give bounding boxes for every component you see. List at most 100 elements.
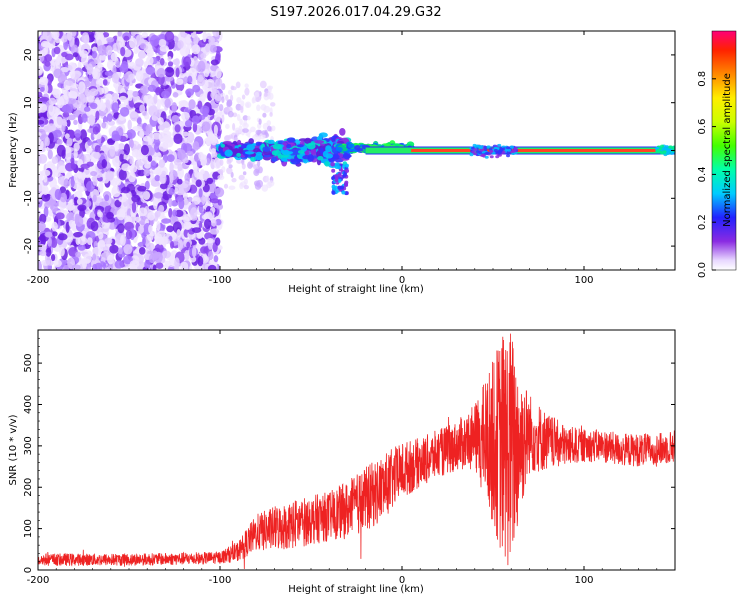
spectrogram-noise-blob bbox=[177, 163, 183, 172]
spectrogram-noise-blob bbox=[213, 157, 222, 169]
spectrogram-noise-blob bbox=[185, 88, 195, 97]
spectrogram-noise-blob bbox=[259, 80, 267, 89]
spectrogram-noise-blob bbox=[155, 169, 162, 177]
spectrogram-noise-blob bbox=[61, 118, 67, 126]
spectrogram-noise-blob bbox=[223, 183, 229, 189]
spectrogram-noise-blob bbox=[43, 174, 48, 183]
spectrogram-noise-blob bbox=[177, 239, 184, 251]
spectrogram-noise-blob bbox=[196, 160, 201, 167]
spectrogram-carrier-blob bbox=[339, 128, 346, 136]
spectrogram-noise-blob bbox=[84, 88, 92, 97]
spectrogram-noise-blob bbox=[167, 56, 172, 62]
spectrogram-noise-blob bbox=[51, 31, 60, 40]
spectrogram-carrier-blob bbox=[343, 172, 348, 177]
snr-y-tick-label: 0 bbox=[23, 567, 34, 573]
spectrogram-carrier-blob bbox=[325, 153, 334, 159]
spectrogram-noise-blob bbox=[158, 142, 169, 152]
spectrogram-carrier-blob bbox=[501, 150, 506, 154]
spectrogram-noise-blob bbox=[210, 59, 219, 66]
spectrogram-noise-blob bbox=[38, 51, 45, 57]
spectrogram-noise-blob bbox=[62, 111, 70, 118]
spectrogram-carrier-blob bbox=[475, 144, 480, 148]
snr-x-tick-label: -200 bbox=[27, 575, 50, 586]
spectrogram-noise-blob bbox=[90, 220, 99, 232]
spectrogram-carrier-blob bbox=[324, 161, 330, 167]
spectrogram-noise-blob bbox=[39, 213, 47, 224]
colorbar-label: Normalized spectral amplitude bbox=[722, 73, 733, 227]
spectrogram-x-tick-label: 100 bbox=[574, 275, 593, 286]
spectrogram-noise-blob bbox=[38, 154, 48, 164]
spectrogram-noise-blob bbox=[204, 232, 214, 240]
spectrogram-carrier-blob bbox=[331, 168, 336, 173]
spectrogram-noise-blob bbox=[97, 44, 107, 56]
spectrogram-carrier-blob bbox=[268, 139, 275, 144]
spectrogram-noise-blob bbox=[77, 93, 86, 105]
spectrogram-y-tick-label: 0 bbox=[23, 147, 34, 153]
spectrogram-carrier-blob bbox=[314, 140, 325, 144]
spectrogram-noise-blob bbox=[107, 254, 115, 265]
spectrogram-noise-blob bbox=[38, 139, 44, 151]
spectrogram-noise-blob bbox=[188, 99, 196, 110]
spectrogram-noise-blob bbox=[242, 171, 247, 176]
spectrogram-noise-blob bbox=[133, 46, 139, 55]
spectrogram-noise-blob bbox=[191, 44, 201, 55]
spectrogram-noise-blob bbox=[158, 159, 166, 168]
spectrogram-noise-blob bbox=[91, 46, 98, 53]
spectrogram-carrier-blob bbox=[660, 151, 665, 155]
spectrogram-noise-blob bbox=[184, 249, 190, 261]
spectrogram-noise-blob bbox=[244, 83, 249, 88]
spectrogram-carrier-blob bbox=[489, 149, 494, 153]
spectrogram-noise-blob bbox=[227, 110, 234, 118]
spectrogram-noise-blob bbox=[265, 175, 270, 183]
spectrogram-noise-blob bbox=[183, 76, 189, 83]
spectrogram-noise-blob bbox=[128, 37, 138, 49]
spectrogram-noise-blob bbox=[154, 243, 164, 254]
spectrogram-noise-blob bbox=[254, 91, 260, 98]
spectrogram-noise-blob bbox=[252, 96, 257, 104]
spectrogram-noise-blob bbox=[53, 46, 61, 55]
spectrogram-noise-blob bbox=[118, 247, 123, 255]
spectrogram-noise-blob bbox=[185, 37, 192, 44]
spectrogram-noise-blob bbox=[150, 160, 157, 170]
spectrogram-x-tick-label: -200 bbox=[27, 275, 50, 286]
spectrogram-noise-blob bbox=[161, 250, 172, 259]
spectrogram-noise-blob bbox=[157, 124, 165, 131]
spectrogram-noise-blob bbox=[83, 106, 91, 112]
spectrogram-noise-blob bbox=[94, 144, 101, 153]
spectrogram-carrier-blob bbox=[493, 148, 498, 152]
spectrogram-noise-blob bbox=[256, 179, 264, 188]
spectrogram-noise-blob bbox=[141, 32, 149, 39]
spectrogram-y-tick-label: 10 bbox=[23, 96, 34, 109]
spectrogram-carrier-blob bbox=[469, 153, 474, 157]
spectrogram-noise-blob bbox=[196, 76, 206, 87]
spectrogram-noise-blob bbox=[129, 156, 134, 165]
spectrogram-noise-blob bbox=[268, 180, 275, 187]
spectrogram-noise-blob bbox=[177, 149, 187, 160]
spectrogram-noise-blob bbox=[93, 151, 101, 159]
spectrogram-noise-blob bbox=[210, 136, 217, 146]
spectrogram-noise-blob bbox=[123, 35, 130, 41]
snr-y-tick-label: 300 bbox=[23, 436, 34, 455]
spectrogram-noise-blob bbox=[101, 159, 108, 169]
snr-series-line bbox=[38, 333, 675, 570]
spectrogram-noise-blob bbox=[115, 84, 125, 94]
spectrogram-noise-blob bbox=[208, 36, 216, 46]
snr-y-axis-label: SNR (10 * v/v) bbox=[8, 414, 19, 485]
spectrogram-noise-blob bbox=[48, 97, 57, 106]
spectrogram-noise-blob bbox=[45, 247, 52, 257]
spectrogram-carrier-blob bbox=[479, 148, 484, 152]
spectrogram-noise-blob bbox=[119, 106, 130, 117]
spectrogram-noise-blob bbox=[68, 90, 78, 99]
spectrogram-carrier-blob bbox=[332, 186, 337, 191]
spectrogram-carrier-blob bbox=[255, 151, 263, 156]
spectrogram-noise-blob bbox=[38, 180, 44, 192]
snr-panel: -200 -100 0 100 0 100 200 300 400 500 Height of s… bbox=[8, 329, 676, 595]
spectrogram-noise-blob bbox=[87, 139, 92, 146]
spectrogram-noise-blob bbox=[53, 259, 62, 268]
spectrogram-noise-blob bbox=[145, 123, 153, 134]
spectrogram-noise-blob bbox=[148, 224, 153, 234]
spectrogram-carrier-blob bbox=[507, 148, 512, 152]
spectrogram-carrier-blob bbox=[506, 151, 511, 155]
